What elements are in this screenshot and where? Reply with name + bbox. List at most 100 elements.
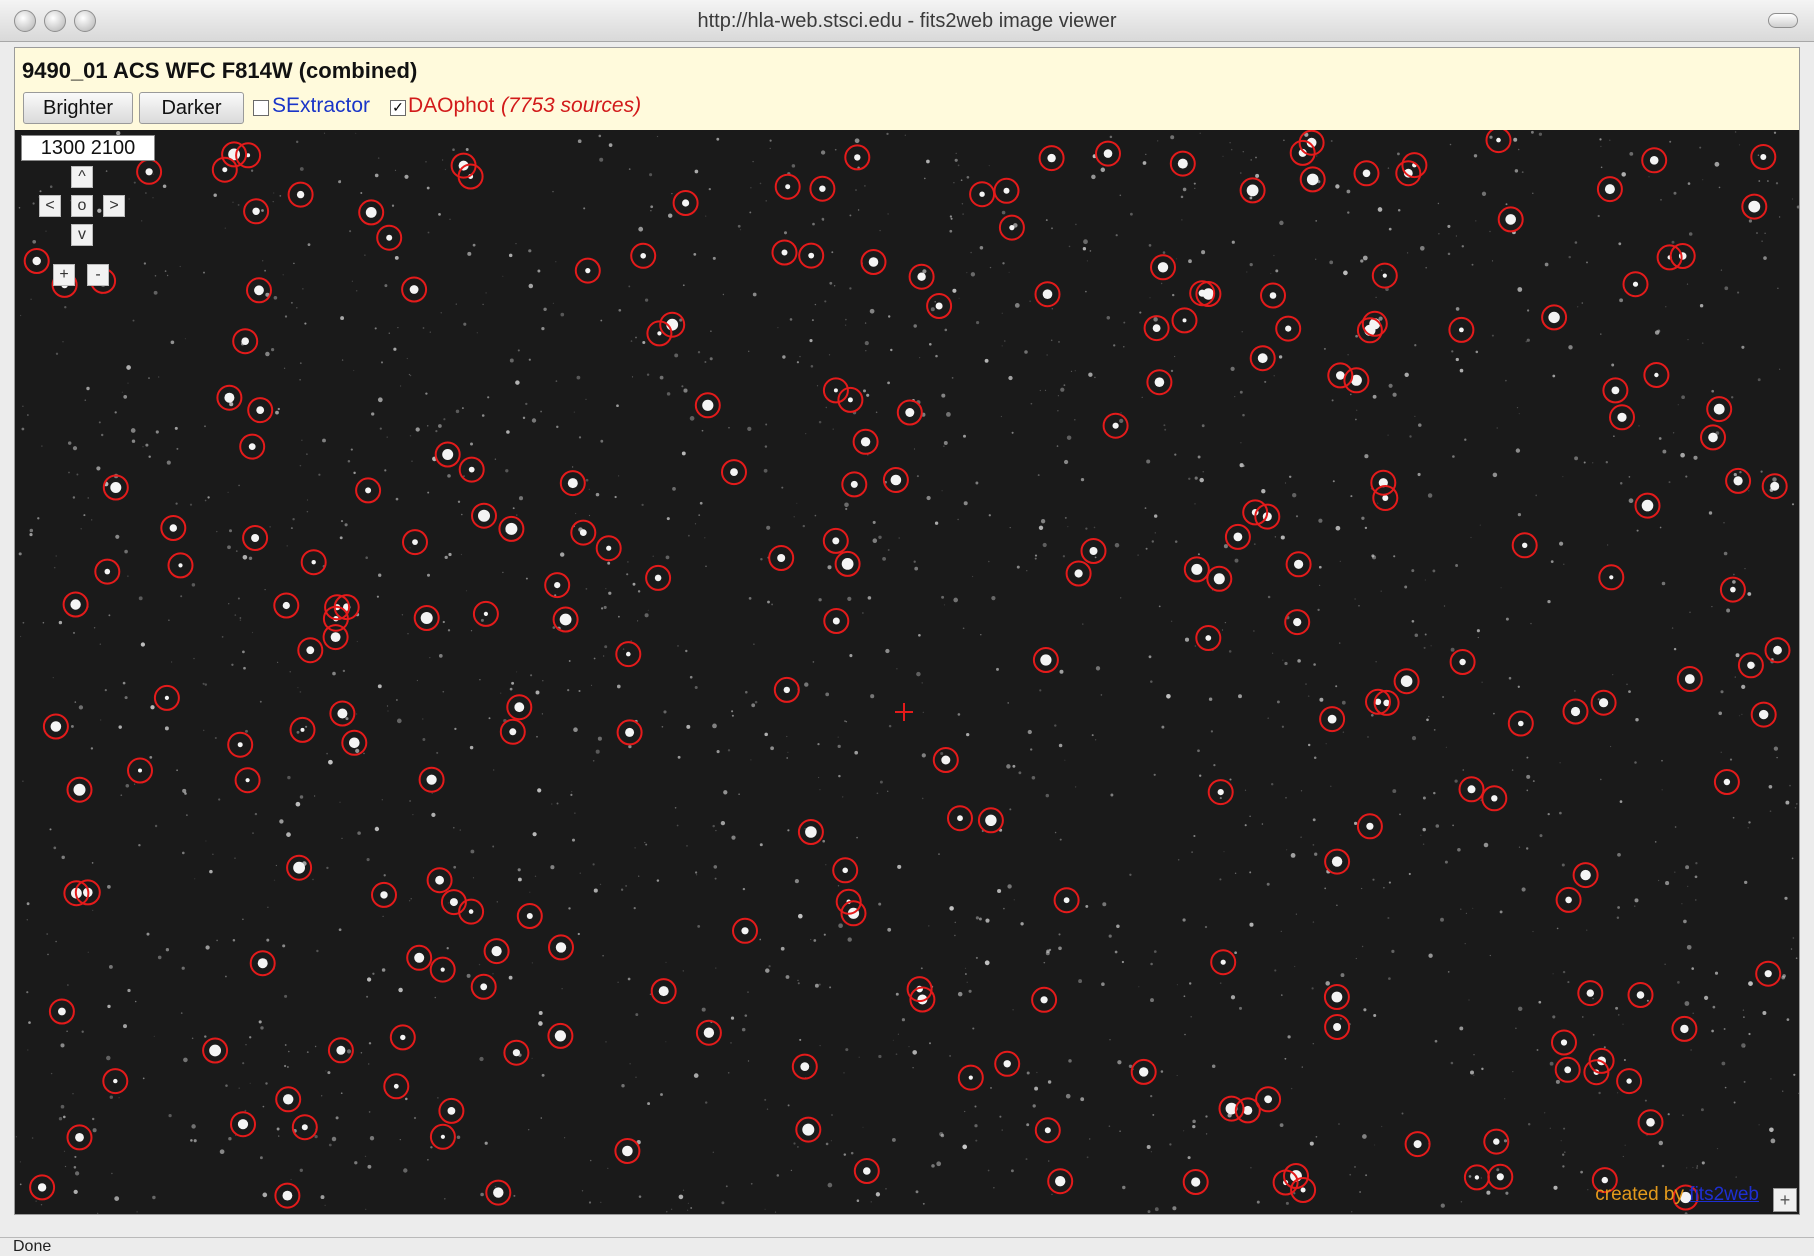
daophot-source-marker[interactable] bbox=[1242, 499, 1269, 526]
daophot-source-marker[interactable] bbox=[1672, 1184, 1699, 1211]
daophot-source-marker[interactable] bbox=[243, 198, 270, 225]
daophot-source-marker[interactable] bbox=[1577, 980, 1604, 1007]
daophot-source-marker[interactable] bbox=[1095, 140, 1121, 167]
daophot-source-marker[interactable] bbox=[1449, 649, 1476, 675]
daophot-source-marker[interactable] bbox=[1590, 689, 1617, 716]
daophot-source-marker[interactable] bbox=[1272, 1169, 1299, 1196]
daophot-source-marker[interactable] bbox=[1356, 813, 1383, 840]
daophot-source-marker[interactable] bbox=[768, 545, 795, 571]
daophot-source-marker[interactable] bbox=[932, 747, 959, 773]
daophot-source-marker[interactable] bbox=[1032, 647, 1059, 673]
daophot-source-marker[interactable] bbox=[791, 1053, 818, 1080]
daophot-source-marker[interactable] bbox=[853, 1158, 880, 1184]
daophot-source-marker[interactable] bbox=[548, 934, 574, 961]
daophot-source-marker[interactable] bbox=[506, 694, 533, 721]
daophot-source-marker[interactable] bbox=[291, 1114, 318, 1141]
daophot-source-marker[interactable] bbox=[1591, 1167, 1618, 1194]
daophot-source-marker[interactable] bbox=[547, 1022, 574, 1049]
zoom-in-button[interactable]: + bbox=[53, 264, 75, 286]
daophot-source-marker[interactable] bbox=[882, 467, 909, 493]
brighter-button[interactable]: Brighter bbox=[23, 92, 133, 124]
daophot-source-marker[interactable] bbox=[286, 854, 313, 881]
expand-corner-button[interactable]: + bbox=[1773, 1188, 1797, 1212]
daophot-source-marker[interactable] bbox=[1483, 1128, 1510, 1155]
daophot-source-marker[interactable] bbox=[1372, 485, 1399, 511]
daophot-source-marker[interactable] bbox=[221, 141, 248, 168]
daophot-source-marker[interactable] bbox=[835, 888, 862, 915]
daophot-source-marker[interactable] bbox=[1637, 1109, 1664, 1136]
daophot-source-marker[interactable] bbox=[230, 1111, 256, 1138]
daophot-source-marker[interactable] bbox=[1353, 160, 1380, 187]
daophot-label[interactable]: DAOphot bbox=[408, 94, 495, 117]
daophot-source-marker[interactable] bbox=[1195, 625, 1222, 651]
daophot-source-marker[interactable] bbox=[1641, 147, 1668, 174]
daophot-source-marker[interactable] bbox=[822, 377, 849, 404]
daophot-source-marker[interactable] bbox=[774, 173, 801, 200]
daophot-source-marker[interactable] bbox=[29, 1174, 56, 1201]
daophot-source-marker[interactable] bbox=[1497, 206, 1524, 233]
daophot-source-marker[interactable] bbox=[418, 766, 445, 793]
daophot-source-marker[interactable] bbox=[837, 386, 864, 413]
daophot-checkbox[interactable]: ✓ bbox=[390, 100, 406, 116]
daophot-source-marker[interactable] bbox=[239, 433, 266, 460]
daophot-source-marker[interactable] bbox=[242, 525, 269, 551]
daophot-source-marker[interactable] bbox=[1448, 316, 1475, 343]
star-field[interactable] bbox=[15, 130, 1799, 1214]
daophot-source-marker[interactable] bbox=[1038, 145, 1065, 172]
close-window-button[interactable] bbox=[14, 10, 36, 32]
daophot-source-marker[interactable] bbox=[1616, 1068, 1643, 1095]
daophot-source-marker[interactable] bbox=[1562, 698, 1589, 725]
daophot-source-marker[interactable] bbox=[998, 214, 1025, 241]
daophot-source-marker[interactable] bbox=[797, 819, 824, 845]
daophot-source-marker[interactable] bbox=[63, 880, 90, 907]
daophot-source-marker[interactable] bbox=[1676, 666, 1703, 692]
daophot-source-marker[interactable] bbox=[947, 805, 973, 832]
daophot-source-marker[interactable] bbox=[483, 938, 510, 965]
daophot-source-marker[interactable] bbox=[274, 1182, 301, 1209]
daophot-source-marker[interactable] bbox=[1290, 1177, 1317, 1203]
daophot-source-marker[interactable] bbox=[1065, 560, 1092, 587]
daophot-source-marker[interactable] bbox=[322, 624, 349, 651]
daophot-source-marker[interactable] bbox=[1234, 1097, 1261, 1124]
daophot-source-marker[interactable] bbox=[1080, 538, 1107, 564]
daophot-source-marker[interactable] bbox=[1596, 176, 1623, 203]
daophot-source-marker[interactable] bbox=[1725, 467, 1752, 494]
pan-left-button[interactable]: < bbox=[39, 195, 61, 217]
daophot-source-marker[interactable] bbox=[1285, 551, 1312, 578]
daophot-source-marker[interactable] bbox=[908, 263, 935, 290]
daophot-source-marker[interactable] bbox=[1643, 362, 1670, 388]
daophot-source-marker[interactable] bbox=[300, 549, 327, 576]
daophot-source-marker[interactable] bbox=[1324, 1014, 1351, 1040]
daophot-source-marker[interactable] bbox=[1598, 564, 1625, 591]
daophot-source-marker[interactable] bbox=[1485, 130, 1512, 154]
daophot-source-marker[interactable] bbox=[1371, 262, 1398, 289]
daophot-source-marker[interactable] bbox=[823, 608, 850, 634]
daophot-source-marker[interactable] bbox=[1169, 150, 1196, 177]
toolbar-toggle-button[interactable] bbox=[1768, 13, 1798, 28]
daophot-source-marker[interactable] bbox=[834, 550, 861, 577]
daophot-source-marker[interactable] bbox=[695, 1019, 722, 1046]
daophot-source-marker[interactable] bbox=[235, 142, 262, 169]
daophot-source-marker[interactable] bbox=[614, 1138, 641, 1164]
daophot-source-marker[interactable] bbox=[429, 956, 456, 983]
daophot-source-marker[interactable] bbox=[1463, 1164, 1490, 1191]
daophot-source-marker[interactable] bbox=[1034, 1117, 1061, 1144]
daophot-source-marker[interactable] bbox=[909, 986, 936, 1013]
daophot-source-marker[interactable] bbox=[1719, 576, 1746, 603]
daophot-source-marker[interactable] bbox=[1239, 177, 1266, 204]
daophot-source-marker[interactable] bbox=[1700, 424, 1726, 451]
daophot-source-marker[interactable] bbox=[860, 249, 887, 275]
pan-up-button[interactable]: ^ bbox=[71, 166, 93, 188]
daophot-source-marker[interactable] bbox=[926, 293, 953, 319]
daophot-source-marker[interactable] bbox=[1458, 776, 1485, 803]
daophot-source-marker[interactable] bbox=[401, 276, 428, 303]
daophot-source-marker[interactable] bbox=[1750, 701, 1777, 728]
daophot-source-marker[interactable] bbox=[841, 471, 868, 498]
daophot-source-marker[interactable] bbox=[102, 1068, 129, 1095]
daophot-source-marker[interactable] bbox=[1750, 144, 1777, 170]
daophot-source-marker[interactable] bbox=[672, 190, 699, 216]
daophot-source-marker[interactable] bbox=[1343, 367, 1370, 394]
daophot-source-marker[interactable] bbox=[616, 719, 643, 746]
daophot-source-marker[interactable] bbox=[1102, 412, 1129, 439]
pan-center-button[interactable]: o bbox=[71, 195, 93, 217]
